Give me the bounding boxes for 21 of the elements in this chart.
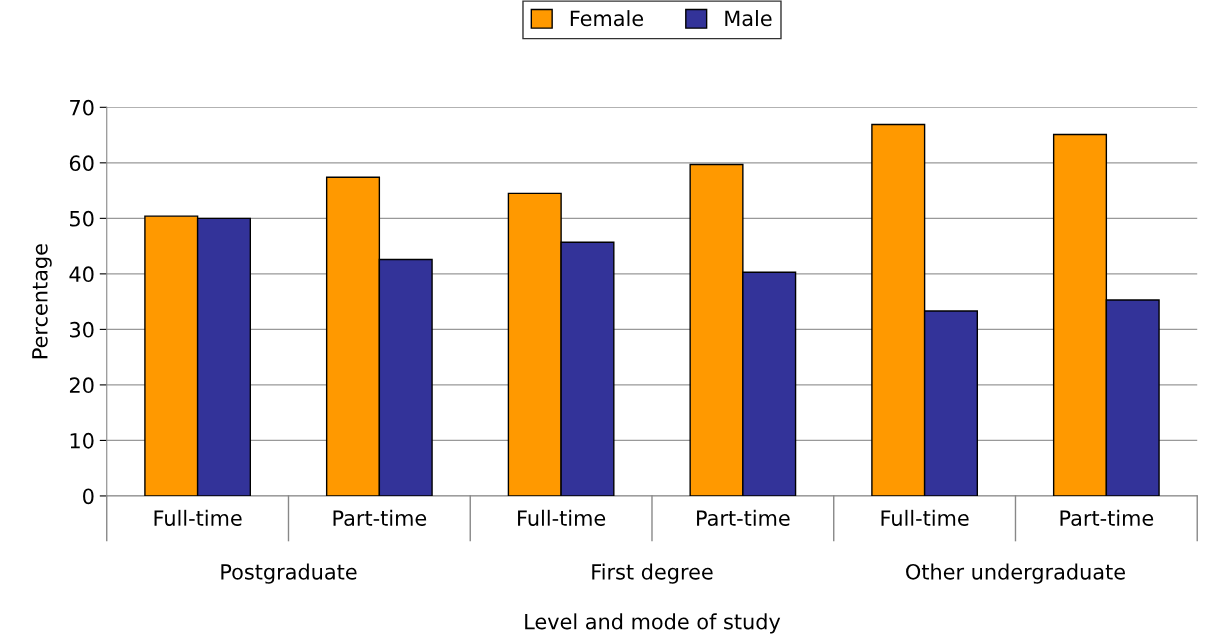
- x-tick-label: Part-time: [333, 509, 427, 526]
- x-tick-label: Part-time: [1060, 509, 1154, 526]
- x-tick-label: Full-time: [518, 509, 606, 526]
- y-tick-label: 50: [70, 210, 94, 227]
- x-tick-label: Part-time: [697, 509, 790, 526]
- y-tick-label: 30: [70, 321, 94, 338]
- x-tick-label: Full-time: [881, 509, 969, 526]
- legend-label: Male: [725, 10, 772, 27]
- legend-label: Female: [570, 10, 644, 27]
- y-tick-label: 60: [69, 155, 94, 172]
- y-tick-label: 40: [69, 266, 94, 283]
- x-tick-label: Full-time: [154, 509, 242, 526]
- x-axis-title: Level and mode of study: [525, 613, 781, 634]
- y-axis-title: Percentage: [32, 244, 52, 359]
- y-tick-label: 20: [69, 377, 94, 394]
- text: Postgraduate: [221, 563, 357, 584]
- text: Other undergraduate: [906, 563, 1125, 584]
- y-tick-label: 0: [83, 488, 94, 505]
- y-tick-label: 70: [70, 99, 94, 116]
- y-tick-label: 10: [70, 432, 94, 449]
- text: First degree: [592, 563, 713, 584]
